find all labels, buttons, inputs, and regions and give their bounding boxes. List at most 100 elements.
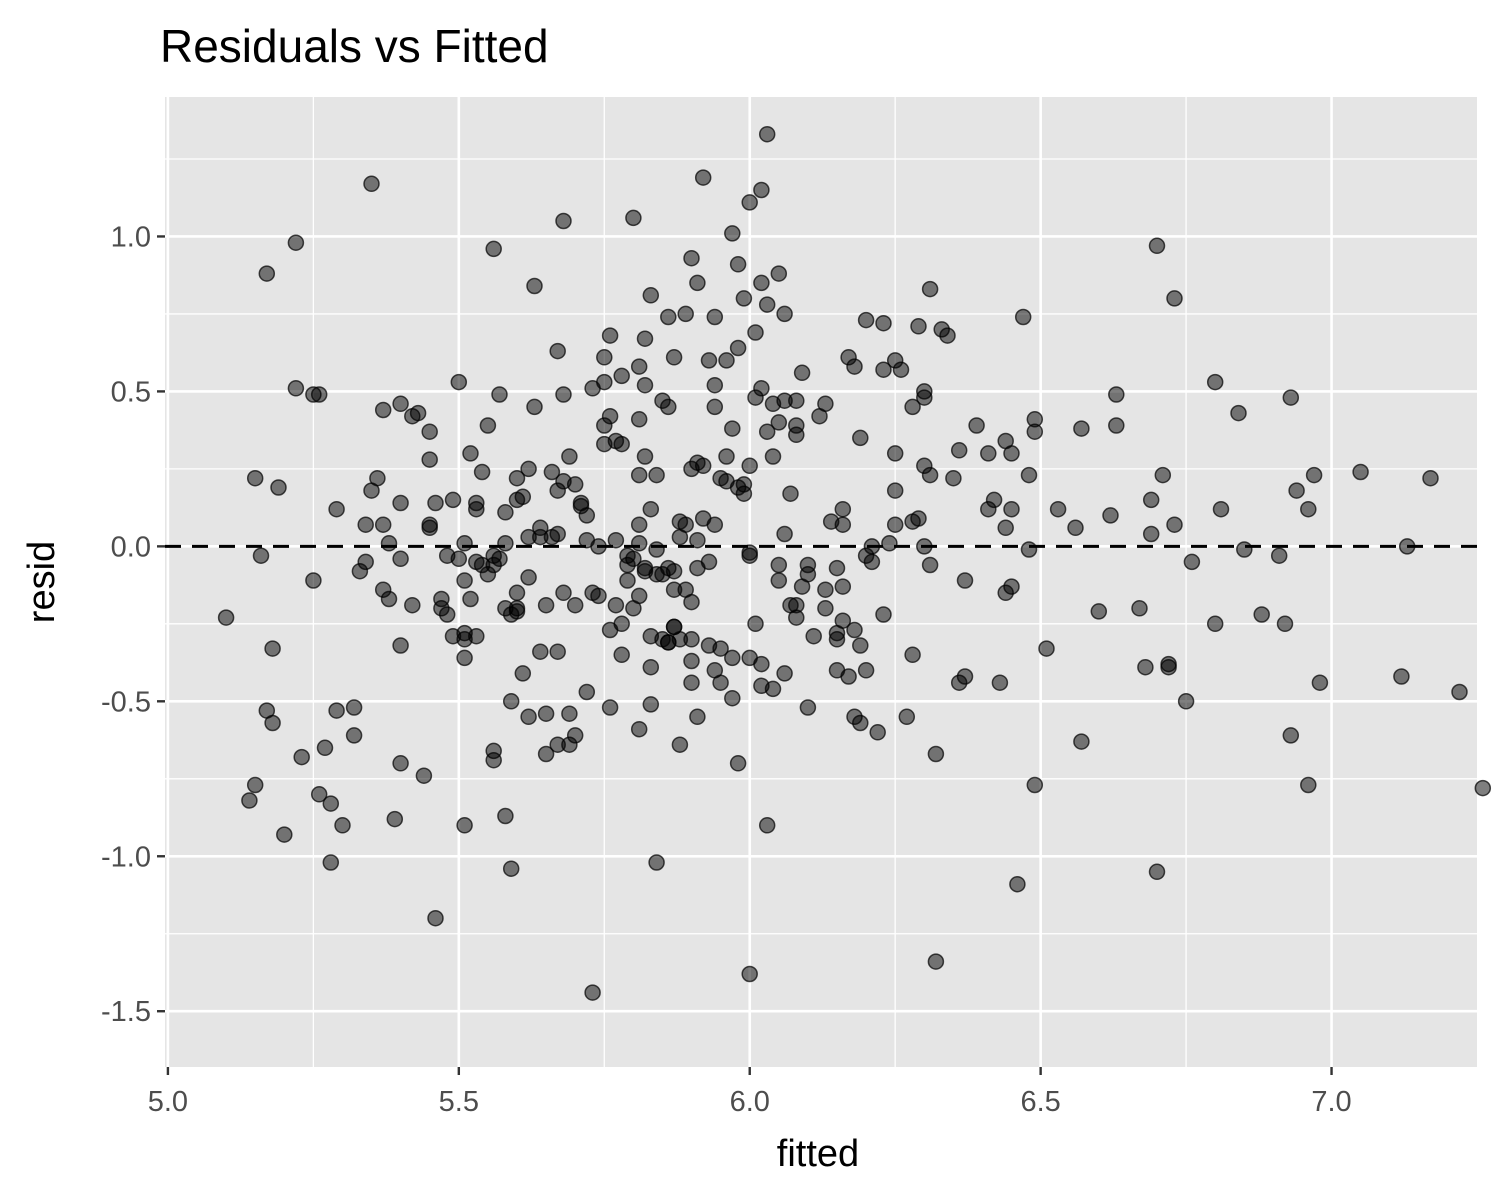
scatter-point bbox=[636, 330, 654, 347]
scatter-point bbox=[1422, 469, 1439, 487]
scatter-point bbox=[392, 494, 409, 512]
scatter-point bbox=[648, 541, 665, 558]
scatter-point bbox=[741, 965, 758, 983]
scatter-point bbox=[287, 380, 305, 397]
scatter-point bbox=[1300, 500, 1317, 518]
scatter-point bbox=[456, 817, 473, 834]
scatter-point bbox=[380, 590, 398, 608]
scatter-point bbox=[671, 736, 689, 753]
scatter-point bbox=[706, 308, 724, 326]
scatter-point bbox=[1108, 417, 1125, 434]
scatter-point bbox=[1137, 658, 1154, 676]
scatter-point bbox=[683, 631, 700, 648]
scatter-point bbox=[753, 655, 770, 673]
scatter-point bbox=[508, 584, 526, 602]
scatter-point bbox=[386, 810, 404, 828]
scatter-point bbox=[758, 296, 776, 313]
scatter-point bbox=[1108, 386, 1125, 403]
scatter-point bbox=[334, 817, 351, 834]
scatter-point bbox=[980, 445, 997, 462]
scatter-point bbox=[1020, 541, 1038, 558]
scatter-point bbox=[444, 491, 462, 509]
scatter-point bbox=[857, 662, 875, 679]
scatter-point bbox=[788, 609, 805, 626]
scatter-point bbox=[479, 417, 497, 434]
scatter-point bbox=[1270, 547, 1288, 564]
scatter-point bbox=[852, 429, 869, 447]
scatter-point bbox=[310, 386, 328, 403]
scatter-point bbox=[1073, 733, 1090, 750]
scatter-point bbox=[601, 699, 619, 716]
scatter-point bbox=[578, 507, 596, 524]
scatter-point bbox=[753, 380, 770, 397]
x-axis: 5.0 5.5 6.0 6.5 7.0 bbox=[148, 1067, 1352, 1118]
x-tick-label: 6.0 bbox=[730, 1086, 770, 1118]
scatter-point bbox=[1160, 655, 1177, 673]
scatter-point bbox=[706, 516, 724, 533]
scatter-point bbox=[770, 572, 788, 589]
scatter-point bbox=[497, 504, 514, 521]
y-tick-label: -1.5 bbox=[101, 996, 151, 1028]
scatter-point bbox=[491, 550, 508, 568]
x-tick-label: 5.5 bbox=[439, 1086, 479, 1118]
scatter-point bbox=[927, 745, 945, 763]
scatter-point bbox=[526, 398, 543, 416]
scatter-point bbox=[788, 392, 805, 409]
scatter-point bbox=[485, 240, 502, 258]
scatter-point bbox=[537, 596, 555, 614]
scatter-point bbox=[566, 596, 584, 614]
scatter-point bbox=[1003, 500, 1020, 518]
scatter-point bbox=[665, 562, 683, 580]
scatter-point bbox=[555, 212, 572, 230]
scatter-point bbox=[438, 606, 456, 623]
scatter-point bbox=[1300, 776, 1317, 794]
scatter-point bbox=[520, 460, 537, 478]
scatter-point bbox=[886, 516, 904, 533]
scatter-point bbox=[724, 649, 741, 667]
scatter-point bbox=[241, 792, 258, 809]
scatter-point bbox=[596, 349, 613, 366]
scatter-point bbox=[305, 572, 322, 589]
scatter-point bbox=[561, 448, 578, 465]
scatter-point bbox=[473, 463, 491, 481]
x-tick-label: 7.0 bbox=[1311, 1086, 1351, 1118]
scatter-point bbox=[520, 708, 537, 726]
scatter-point bbox=[392, 550, 409, 568]
scatter-point bbox=[246, 469, 264, 487]
scatter-point bbox=[555, 584, 572, 602]
scatter-point bbox=[683, 652, 700, 670]
scatter-point bbox=[630, 587, 648, 605]
scatter-point bbox=[892, 361, 910, 378]
scatter-point bbox=[665, 349, 683, 366]
scatter-point bbox=[648, 466, 665, 484]
scatter-point bbox=[753, 181, 770, 199]
scatter-point bbox=[607, 531, 625, 549]
scatter-point bbox=[549, 643, 566, 660]
chart-title: Residuals vs Fitted bbox=[160, 20, 549, 72]
y-axis: -1.5 -1.0 -0.5 0.0 0.5 1.0 bbox=[101, 221, 165, 1028]
scatter-point bbox=[689, 708, 706, 726]
scatter-point bbox=[1020, 466, 1038, 484]
scatter-point bbox=[945, 469, 962, 487]
scatter-point bbox=[520, 569, 537, 586]
scatter-point bbox=[468, 494, 485, 512]
scatter-point bbox=[834, 578, 852, 595]
scatter-point bbox=[328, 702, 345, 719]
scatter-point bbox=[770, 414, 788, 431]
scatter-point bbox=[770, 265, 788, 282]
scatter-point bbox=[758, 817, 776, 834]
scatter-point bbox=[724, 689, 741, 707]
scatter-point bbox=[683, 674, 700, 691]
scatter-point bbox=[729, 256, 747, 273]
scatter-point bbox=[869, 724, 886, 741]
scatter-point bbox=[1003, 578, 1020, 595]
scatter-point bbox=[857, 311, 875, 329]
scatter-point bbox=[310, 786, 328, 803]
scatter-point bbox=[392, 755, 409, 772]
scatter-point bbox=[374, 401, 392, 419]
scatter-point bbox=[1288, 482, 1305, 499]
scatter-point bbox=[706, 398, 724, 416]
scatter-point bbox=[1253, 606, 1270, 623]
scatter-point bbox=[712, 640, 729, 657]
scatter-point bbox=[1230, 404, 1247, 422]
